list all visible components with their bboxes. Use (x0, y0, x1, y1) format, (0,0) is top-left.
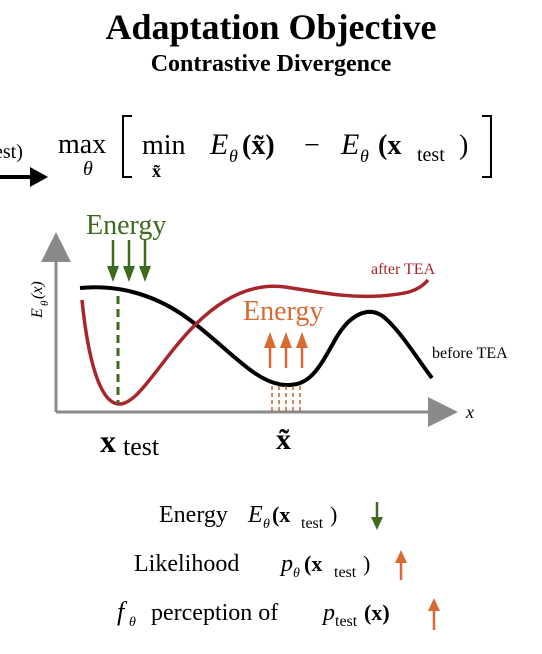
up-arrow-icon (264, 332, 308, 368)
likelihood-expr: p (279, 551, 293, 577)
objective-formula: est) ) max θ min x̃ E θ (x̃) − E θ (x te… (0, 115, 492, 187)
likelihood-arg: (x (304, 551, 322, 576)
energy-sub: θ (263, 517, 270, 532)
after-tea-curve (80, 278, 430, 406)
effects-legend: Energy E θ (x test ) Likelihood p θ (x t… (117, 502, 440, 630)
perception-sub: θ (129, 615, 136, 630)
y-axis-label-sub: θ (39, 300, 51, 306)
likelihood-sub: θ (293, 566, 300, 581)
max-operator: max (58, 129, 106, 160)
y-axis-label-arg: (x) (29, 281, 46, 299)
energy-word: Energy (159, 502, 228, 528)
energy-decrease-icon (371, 502, 383, 530)
likelihood-close: ) (363, 551, 370, 576)
likelihood-increase-icon (395, 550, 407, 580)
x-tilde-arg: (x̃) (242, 130, 275, 161)
min-subscript: x̃ (152, 161, 161, 181)
energy-down-label: Energy (86, 210, 166, 241)
x-axis-label: x (465, 402, 474, 422)
right-arrow-icon (0, 167, 48, 187)
x-tilde-tick-label: x̃ (276, 423, 291, 456)
energy-close: ) (330, 502, 337, 527)
energy-plot: E θ (x) x Energy Energy (29, 210, 508, 461)
close-paren: ) (459, 130, 468, 161)
page-subtitle: Contrastive Divergence (150, 51, 392, 77)
perception-p-sub: test (335, 613, 358, 630)
minus-sign: − (304, 130, 320, 161)
x-tilde-marker (271, 386, 301, 412)
max-subscript: θ (83, 158, 93, 180)
perception-p: p (321, 600, 335, 626)
left-bracket (122, 115, 132, 178)
x-test-arg: (x (378, 130, 401, 161)
perception-word: perception of (151, 600, 278, 626)
energy-expr: E (247, 502, 263, 528)
down-arrow-icon (107, 240, 151, 282)
likelihood-word: Likelihood (134, 551, 239, 577)
perception-f: f (117, 597, 128, 626)
likelihood-arg-sub: test (334, 564, 357, 581)
cut-off-fragment: est) (0, 141, 23, 163)
theta-sub-2: θ (360, 146, 369, 166)
perception-increase-icon (428, 598, 440, 630)
before-tea-label: before TEA (432, 345, 508, 362)
x-test-tick-label: x (100, 423, 116, 459)
x-test-tick-sub: test (123, 432, 160, 461)
energy-term-1: E (209, 128, 228, 161)
perception-arg: (x) (364, 600, 390, 625)
before-tea-curve (79, 285, 434, 388)
min-operator: min (142, 130, 186, 161)
energy-term-2: E (340, 128, 359, 161)
right-bracket (482, 115, 492, 178)
energy-up-label: Energy (243, 296, 323, 327)
energy-arg: (x (272, 502, 290, 527)
x-test-sub: test (417, 144, 445, 166)
theta-sub-1: θ (229, 146, 238, 166)
energy-arg-sub: test (301, 515, 324, 532)
page-title: Adaptation Objective (105, 7, 437, 47)
y-axis-label: E (29, 308, 46, 319)
after-tea-label: after TEA (371, 261, 436, 278)
